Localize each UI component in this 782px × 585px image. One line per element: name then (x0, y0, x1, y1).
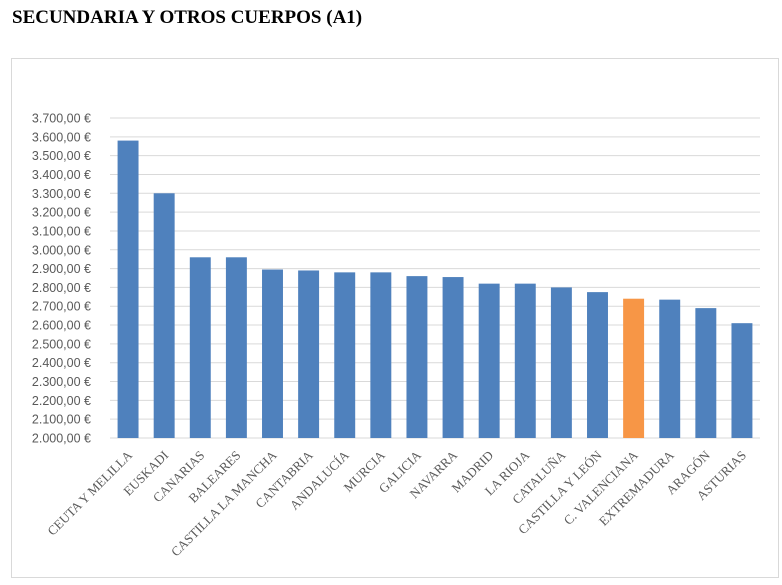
bar (262, 269, 283, 438)
y-tick-label: 2.900,00 € (32, 262, 91, 276)
bar (442, 277, 464, 438)
y-tick-label: 3.100,00 € (32, 224, 91, 238)
bar (550, 287, 572, 438)
bar (298, 270, 320, 438)
bar (117, 140, 139, 438)
bar (189, 257, 211, 438)
bar (153, 193, 175, 438)
page-title: SECUNDARIA Y OTROS CUERPOS (A1) (12, 7, 363, 28)
x-tick-label: CEUTA Y MELILLA (44, 447, 135, 538)
y-tick-label: 2.100,00 € (32, 413, 91, 427)
y-tick-label: 3.600,00 € (32, 130, 91, 144)
bar (225, 257, 247, 438)
y-tick-label: 3.400,00 € (32, 168, 91, 182)
y-tick-label: 2.600,00 € (32, 319, 91, 333)
y-tick-label: 3.500,00 € (32, 149, 91, 163)
y-tick-label: 3.200,00 € (32, 206, 91, 220)
y-tick-label: 3.000,00 € (32, 243, 91, 257)
y-tick-label: 2.800,00 € (32, 281, 91, 295)
y-tick-label: 2.500,00 € (32, 337, 91, 351)
y-tick-label: 3.700,00 € (32, 112, 91, 126)
y-tick-label: 2.700,00 € (32, 300, 91, 314)
bar (587, 292, 608, 438)
bar (731, 323, 753, 438)
bar (370, 272, 392, 438)
y-tick-label: 2.300,00 € (32, 375, 91, 389)
bar (406, 276, 428, 438)
bar (478, 283, 500, 438)
bar (695, 308, 717, 438)
y-tick-label: 2.000,00 € (32, 432, 91, 446)
bar (334, 272, 356, 438)
y-tick-label: 2.400,00 € (32, 356, 91, 370)
chart-area (11, 58, 779, 578)
bar (514, 283, 536, 438)
bar (623, 298, 645, 438)
y-tick-label: 3.300,00 € (32, 187, 91, 201)
y-tick-label: 2.200,00 € (32, 394, 91, 408)
bar (659, 299, 681, 438)
